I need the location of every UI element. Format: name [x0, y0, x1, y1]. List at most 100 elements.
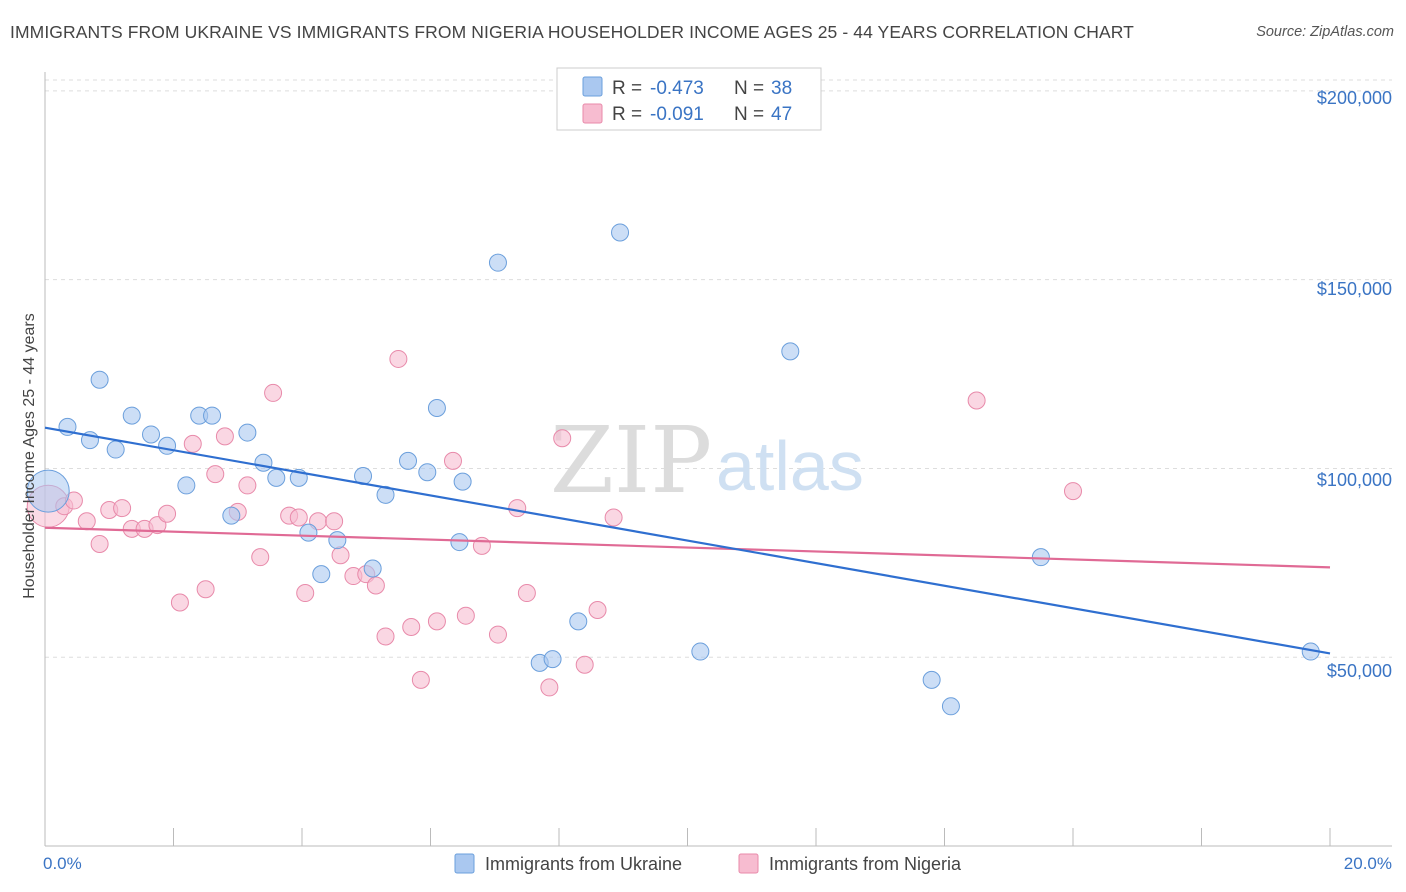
legend: R = -0.473 N = 38 R = -0.091 N = 47 [556, 67, 822, 131]
watermark-zip: ZIP [550, 407, 712, 514]
bottom-legend-label-ukraine: Immigrants from Ukraine [485, 854, 682, 874]
y-tick-label-200000: $200,000 [1317, 88, 1392, 108]
point-nigeria [443, 451, 462, 470]
point-ukraine [781, 342, 800, 361]
point-nigeria [77, 512, 96, 531]
y-tick-label-100000: $100,000 [1317, 470, 1392, 490]
point-ukraine [691, 642, 710, 661]
legend-r-label-nigeria: R = [612, 104, 642, 125]
point-nigeria [1064, 482, 1082, 501]
point-nigeria [196, 580, 215, 599]
legend-n-label-ukraine: N = [734, 78, 764, 99]
point-ukraine [941, 697, 960, 716]
point-ukraine [543, 650, 562, 669]
point-nigeria [158, 504, 177, 523]
point-nigeria [331, 546, 350, 565]
legend-r-value-ukraine: -0.473 [650, 78, 704, 99]
legend-n-value-nigeria: 47 [771, 104, 792, 125]
series-nigeria [26, 349, 1082, 697]
point-ukraine [90, 370, 109, 389]
point-nigeria [325, 512, 344, 531]
point-nigeria [517, 584, 536, 603]
legend-n-label-nigeria: N = [734, 104, 764, 125]
point-nigeria [366, 576, 385, 595]
point-ukraine [122, 406, 141, 425]
point-ukraine [142, 425, 161, 444]
point-ukraine [450, 533, 469, 552]
point-ukraine [177, 476, 196, 495]
point-ukraine [222, 506, 241, 525]
point-nigeria [967, 391, 986, 410]
legend-swatch-ukraine [582, 76, 603, 97]
grid-lines [45, 79, 1392, 658]
point-ukraine [922, 670, 941, 689]
point-nigeria [575, 655, 594, 674]
legend-swatch-nigeria [582, 103, 603, 124]
point-nigeria [238, 476, 257, 495]
point-ukraine [26, 469, 70, 513]
point-nigeria [251, 548, 270, 567]
y-tick-labels: $200,000 $150,000 $100,000 $50,000 [1317, 88, 1392, 681]
legend-n-value-ukraine: 38 [771, 78, 792, 99]
point-nigeria [90, 534, 109, 553]
axes [44, 72, 1392, 847]
point-nigeria [183, 434, 202, 453]
bottom-legend-label-nigeria: Immigrants from Nigeria [769, 854, 962, 874]
source-label: Source: ZipAtlas.com [1256, 24, 1394, 40]
y-axis-label: Householder Income Ages 25 - 44 years [21, 313, 38, 599]
point-ukraine [427, 399, 446, 418]
point-nigeria [427, 612, 446, 631]
point-nigeria [264, 383, 283, 402]
chart-title: IMMIGRANTS FROM UKRAINE VS IMMIGRANTS FR… [10, 22, 1134, 42]
point-nigeria [508, 499, 527, 518]
legend-r-label-ukraine: R = [612, 78, 642, 99]
point-nigeria [376, 627, 395, 646]
y-tick-label-150000: $150,000 [1317, 279, 1392, 299]
point-nigeria [402, 618, 421, 637]
point-ukraine [299, 523, 318, 542]
point-ukraine [203, 406, 222, 425]
point-nigeria [296, 584, 315, 603]
point-ukraine [267, 468, 286, 487]
bottom-legend-swatch-ukraine [454, 853, 475, 874]
watermark: ZIP atlas [550, 407, 864, 514]
y-tick-label-50000: $50,000 [1327, 661, 1392, 681]
point-ukraine [399, 451, 418, 470]
trend-lines [44, 426, 1331, 655]
point-ukraine [254, 453, 273, 472]
point-ukraine [453, 472, 472, 491]
watermark-atlas: atlas [716, 427, 864, 505]
point-nigeria [456, 606, 475, 625]
point-nigeria [206, 465, 225, 484]
x-ticks [173, 828, 1331, 846]
point-nigeria [411, 670, 430, 689]
point-ukraine [158, 436, 177, 455]
point-nigeria [604, 508, 623, 527]
trendline-nigeria [44, 526, 1331, 569]
point-ukraine [376, 485, 395, 504]
point-nigeria [389, 349, 408, 368]
point-nigeria [170, 593, 189, 612]
point-ukraine [106, 440, 125, 459]
point-ukraine [363, 559, 382, 578]
bottom-legend: Immigrants from Ukraine Immigrants from … [454, 853, 962, 874]
point-ukraine [488, 253, 507, 272]
series-ukraine [26, 223, 1320, 716]
point-nigeria [289, 508, 308, 527]
point-nigeria [553, 429, 572, 448]
x-tick-label-max: 20.0% [1344, 854, 1392, 873]
point-ukraine [418, 463, 437, 482]
point-ukraine [611, 223, 630, 242]
point-ukraine [312, 565, 331, 584]
point-ukraine [238, 423, 257, 442]
legend-r-value-nigeria: -0.091 [650, 104, 704, 125]
point-nigeria [488, 625, 507, 644]
point-nigeria [540, 678, 559, 697]
point-ukraine [328, 531, 347, 550]
point-nigeria [215, 427, 234, 446]
point-nigeria [588, 601, 607, 620]
x-tick-label-min: 0.0% [43, 854, 82, 873]
trendline-ukraine [44, 426, 1331, 655]
point-nigeria [472, 536, 491, 555]
